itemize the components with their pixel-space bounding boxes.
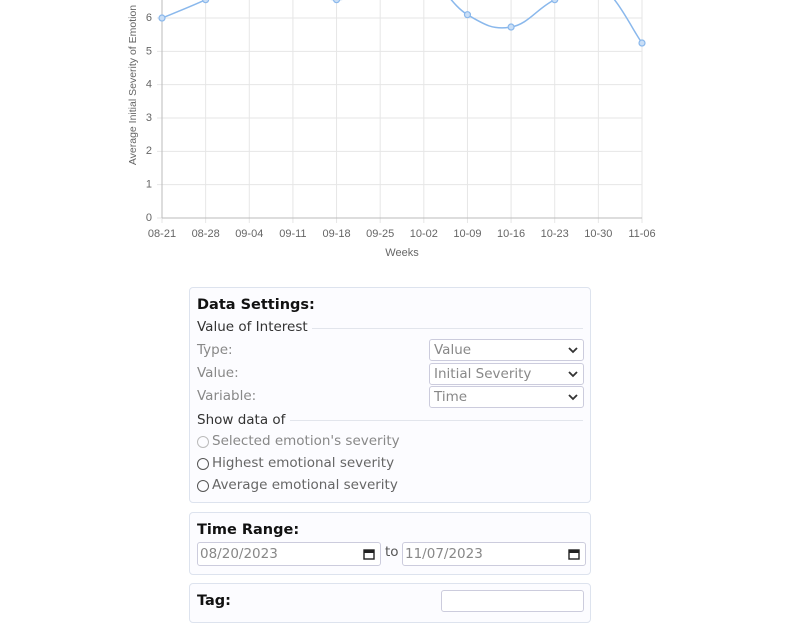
field-label: Variable:	[197, 388, 257, 404]
select-value: Time	[434, 389, 468, 405]
x-tick-label: 09-04	[235, 228, 263, 240]
y-tick-label: 2	[146, 145, 152, 157]
group-legend: Value of Interest	[197, 319, 308, 335]
data-point	[463, 11, 472, 19]
radio-label: Selected emotion's severity	[212, 433, 400, 449]
tag-select[interactable]	[441, 590, 584, 612]
calendar-icon	[363, 549, 375, 560]
variable-select[interactable]: Time	[429, 386, 584, 408]
data-settings-card: Data Settings: Value of Interest Type: V…	[189, 287, 591, 503]
field-label: Value:	[197, 365, 239, 381]
x-tick-label: 11-06	[628, 228, 655, 240]
data-point	[202, 0, 210, 4]
chevron	[568, 347, 578, 354]
x-tick-label: 08-28	[192, 228, 220, 240]
y-tick-label: 4	[146, 79, 152, 91]
separator: to	[385, 544, 399, 560]
x-tick-label: 09-25	[366, 228, 394, 240]
radio-label: Average emotional severity	[212, 477, 398, 493]
y-tick-label: 1	[146, 179, 152, 191]
data-point	[158, 14, 166, 22]
card-title: Data Settings:	[197, 297, 315, 313]
y-axis-label: Average Initial Severity of Emotion	[127, 5, 139, 165]
data-point	[638, 39, 646, 47]
x-tick-label: 10-16	[497, 228, 525, 240]
x-tick-label: 09-11	[279, 228, 306, 240]
rule	[290, 420, 583, 421]
tag-card: Tag:	[189, 583, 591, 623]
chart: Weeks Average Initial Severity of Emotio…	[127, 0, 656, 259]
group-legend: Show data of	[197, 412, 286, 428]
y-tick-label: 6	[146, 12, 152, 24]
value-select[interactable]: Initial Severity	[429, 363, 584, 385]
chevron	[568, 371, 578, 378]
data-point	[507, 23, 515, 31]
page: Weeks Average Initial Severity of Emotio…	[126, 0, 656, 623]
x-tick-label: 10-09	[453, 228, 481, 240]
date-value: 08/20/2023	[200, 546, 278, 562]
radio[interactable]	[197, 436, 209, 448]
time-range-card: Time Range: 08/20/2023 to 11/07/2023	[189, 512, 591, 575]
radio[interactable]	[197, 458, 209, 470]
y-tick-label: 0	[146, 212, 152, 224]
select-value: Initial Severity	[434, 366, 532, 382]
field-label: Type:	[197, 342, 233, 358]
x-tick-label: 10-30	[584, 228, 612, 240]
select-value: Value	[434, 342, 472, 358]
series-line	[161, 0, 643, 44]
x-tick-label: 08-21	[148, 228, 176, 240]
radio[interactable]	[197, 480, 209, 492]
chevron	[568, 394, 578, 401]
rule	[312, 328, 583, 329]
date-input[interactable]: 11/07/2023	[402, 542, 586, 566]
calendar-icon	[568, 549, 580, 560]
y-tick-label: 5	[146, 45, 152, 57]
date-value: 11/07/2023	[405, 546, 483, 562]
radio-label: Highest emotional severity	[212, 455, 395, 471]
card-title: Time Range:	[197, 522, 300, 538]
y-tick-label: 3	[146, 112, 152, 124]
x-tick-label: 09-18	[322, 228, 350, 240]
x-tick-label: 10-02	[410, 228, 438, 240]
date-input[interactable]: 08/20/2023	[197, 542, 381, 566]
x-axis-label: Weeks	[385, 247, 419, 259]
card-title: Tag:	[197, 593, 231, 609]
data-point	[332, 0, 341, 4]
data-point	[551, 0, 559, 4]
x-tick-label: 10-23	[541, 228, 569, 240]
type-select[interactable]: Value	[429, 339, 584, 361]
